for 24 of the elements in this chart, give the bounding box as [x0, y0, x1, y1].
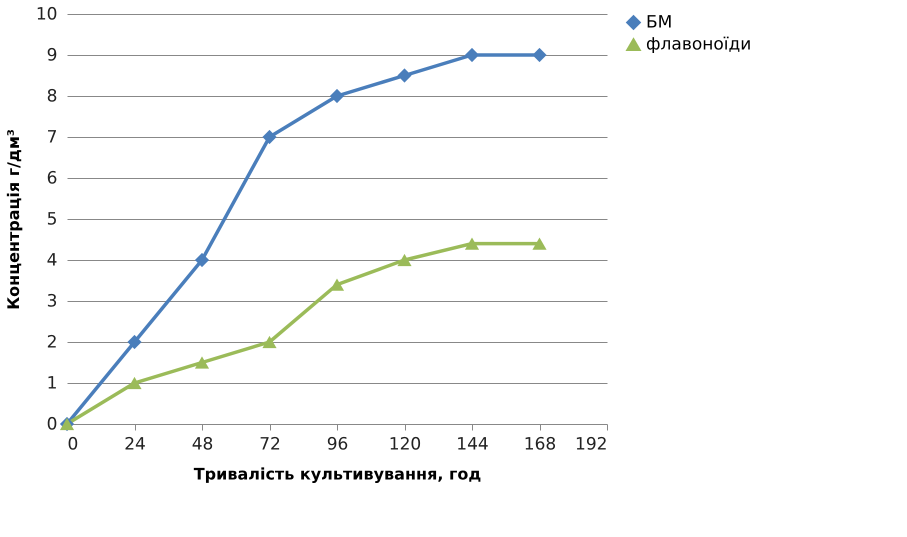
- y-tick-label: 3: [46, 292, 58, 312]
- x-tick-label: 48: [192, 434, 214, 454]
- x-tick-label: 144: [456, 434, 489, 454]
- y-tick-label: 7: [46, 128, 58, 148]
- x-tick-label: 96: [326, 434, 348, 454]
- x-tick-label: 24: [124, 434, 146, 454]
- x-tick-label: 192: [575, 434, 608, 454]
- y-tick-label: 4: [46, 250, 58, 270]
- y-tick-label: 1: [46, 374, 58, 394]
- y-tick-label: 6: [46, 168, 58, 188]
- legend-label: флавоноїди: [646, 34, 752, 54]
- legend-label: БМ: [646, 12, 672, 32]
- y-tick-label: 5: [46, 210, 58, 230]
- y-axis-title: Концентрація г/дм³: [4, 129, 23, 310]
- x-axis-title: Тривалість культивування, год: [194, 464, 482, 484]
- y-tick-label: 9: [46, 46, 58, 66]
- y-tick-label: 0: [46, 414, 58, 434]
- x-tick-label: 168: [524, 434, 556, 454]
- y-tick-label: 2: [46, 332, 58, 352]
- y-tick-label: 10: [36, 4, 58, 24]
- x-tick-label: 0: [68, 434, 78, 454]
- x-tick-label: 72: [259, 434, 281, 454]
- x-tick-label: 120: [388, 434, 422, 454]
- y-tick-label: 8: [46, 86, 58, 106]
